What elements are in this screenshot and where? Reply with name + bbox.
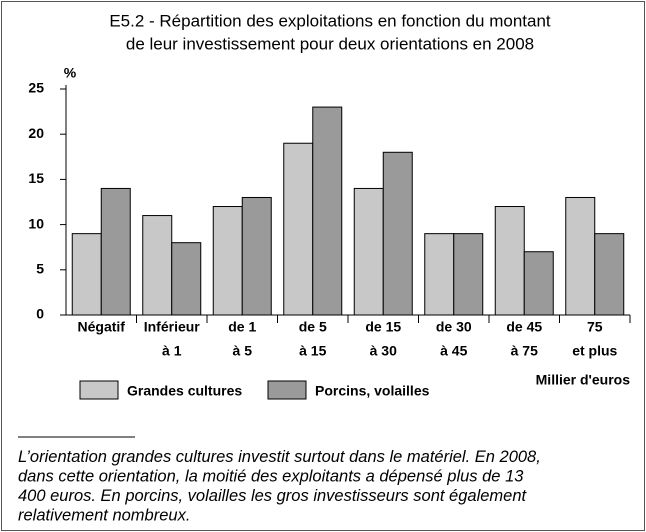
- chart-title: de leur investissement pour deux orienta…: [126, 34, 534, 53]
- bar: [212, 206, 243, 316]
- bar: [241, 196, 272, 316]
- x-tick-label: de 5: [299, 319, 327, 335]
- x-tick-label: 75: [587, 319, 603, 335]
- legend-label: Grandes cultures: [127, 383, 242, 399]
- x-tick-label: à 15: [299, 343, 326, 359]
- bar: [283, 142, 314, 316]
- y-tick-label: 5: [36, 261, 44, 277]
- legend-label: Porcins, volailles: [315, 383, 430, 399]
- bar: [523, 251, 554, 316]
- y-axis-label: %: [64, 65, 77, 81]
- x-tick-label: à 5: [233, 343, 253, 359]
- bar: [142, 215, 173, 316]
- x-tick-label: Négatif: [78, 319, 126, 335]
- bar: [453, 233, 484, 316]
- bar: [100, 187, 131, 316]
- x-axis-label: Millier d'euros: [536, 372, 631, 388]
- footnote: L’orientation grandes cultures investit …: [18, 448, 541, 466]
- x-tick-label: de 45: [506, 319, 542, 335]
- x-tick-label: Inférieur: [144, 319, 201, 335]
- x-tick-label: à 30: [370, 343, 397, 359]
- bar: [312, 106, 343, 316]
- legend-swatch: [267, 380, 307, 400]
- bar: [71, 233, 102, 316]
- bar: [565, 196, 596, 316]
- x-tick-label: de 15: [365, 319, 401, 335]
- x-tick-label: à 1: [162, 343, 182, 359]
- legend-swatch: [79, 380, 119, 400]
- y-tick-label: 15: [28, 170, 44, 186]
- y-tick-label: 0: [36, 306, 44, 322]
- bar: [171, 242, 202, 316]
- x-tick-label: à 45: [440, 343, 467, 359]
- y-tick-label: 10: [28, 215, 44, 231]
- chart-title: E5.2 - Répartition des exploitations en …: [109, 11, 551, 30]
- bar: [424, 233, 455, 316]
- footnote: relativement nombreux.: [18, 507, 190, 525]
- y-tick-label: 25: [28, 80, 44, 96]
- x-tick-label: à 75: [511, 343, 538, 359]
- bar: [353, 187, 384, 316]
- y-tick-label: 20: [28, 125, 44, 141]
- x-tick-label: de 30: [436, 319, 472, 335]
- x-tick-label: et plus: [572, 343, 617, 359]
- footnote: 400 euros. En porcins, volailles les gro…: [18, 487, 528, 505]
- bar: [594, 233, 625, 316]
- x-tick-label: de 1: [228, 319, 256, 335]
- bar: [494, 206, 525, 316]
- footnote: dans cette orientation, la moitié des ex…: [18, 468, 524, 486]
- bar: [382, 151, 413, 316]
